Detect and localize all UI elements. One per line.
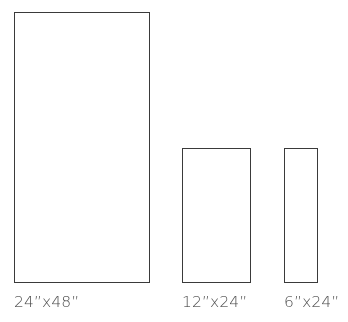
tile-24x48-rectangle	[14, 12, 150, 283]
tile-6x24-rectangle	[284, 148, 318, 283]
tile-6x24-label: 6”x24”	[284, 293, 340, 311]
tile-24x48-label: 24”x48”	[14, 293, 80, 311]
tile-12x24-label: 12”x24”	[182, 293, 248, 311]
tile-12x24-rectangle	[182, 148, 251, 283]
